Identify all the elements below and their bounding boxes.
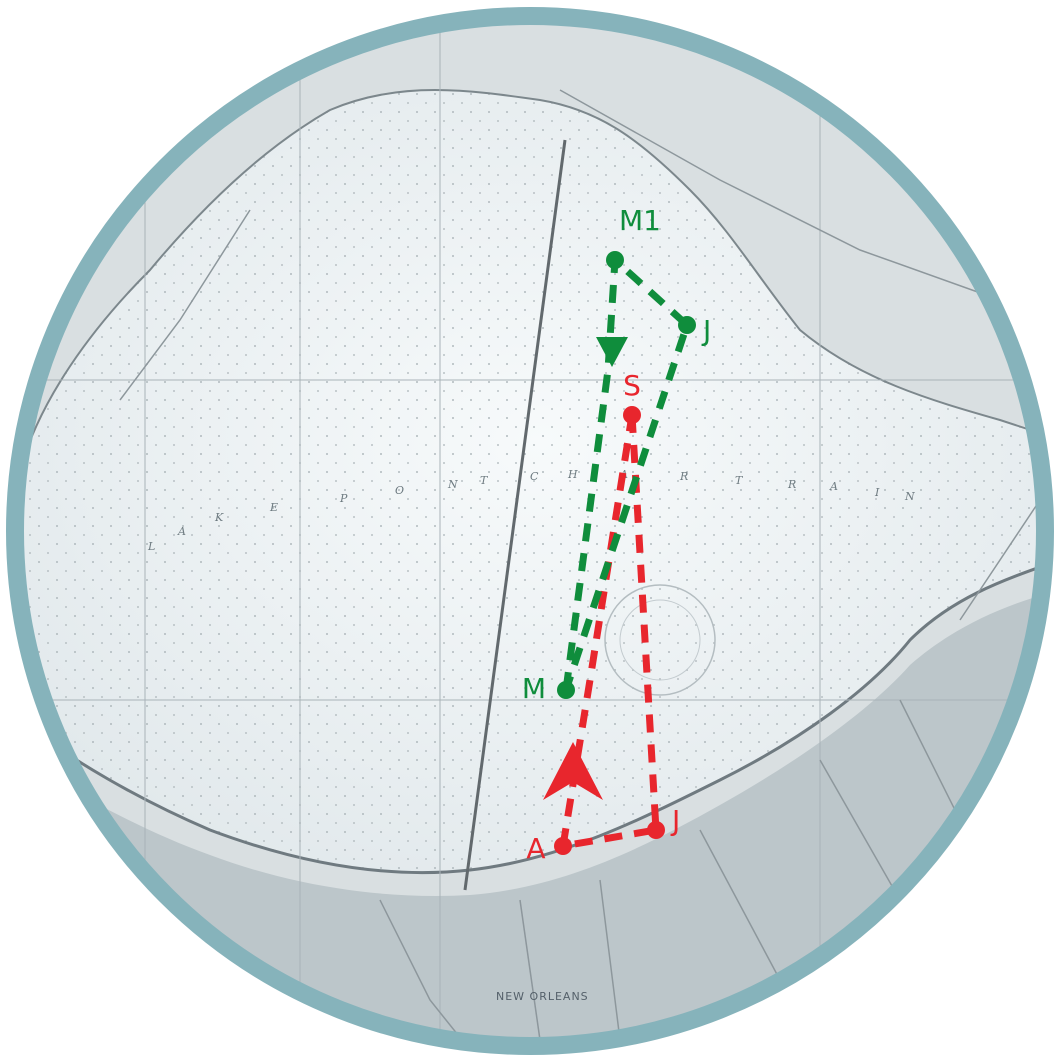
red-route: S J A [526,369,680,865]
lake-name-letter: I [874,486,880,499]
city-label: NEW ORLEANS [496,990,589,1003]
lake-name-letter: K [214,511,224,524]
red-mark-dot [647,821,665,839]
chart-grid-lines [20,30,1045,1046]
green-mark-label: J [701,314,711,347]
south-shore-band [15,590,1045,1046]
lake-name-letter: R [679,470,689,483]
lake-name-letter: O [395,484,405,497]
lake-name-letter: T [735,474,744,487]
red-mark-label: S [623,369,641,402]
sounding-pattern [20,90,1045,873]
map-frame-ring [6,7,1054,1055]
green-mark-dot [678,316,696,334]
lake-name-letter: N [447,478,459,491]
lake-name-letter: A [829,480,839,493]
red-direction-arrow [543,742,603,800]
lake-name-letter: E [269,501,279,514]
race-routes: S J A M1 J M [522,204,711,865]
causeway-line [463,139,567,891]
lake-name-letter: T [480,474,489,487]
lake-name-letter: C [530,470,539,483]
lake-name-letter: H [567,468,579,481]
lake-name-letter: L [147,540,156,553]
compass-rose [604,584,716,696]
green-direction-arrow [596,337,628,367]
green-mark-label: M1 [619,204,661,237]
green-mark-dot [606,251,624,269]
lake-name-letter: N [904,490,916,503]
red-mark-dot [623,406,641,424]
green-mark-label: M [522,672,546,705]
north-shoreline [19,89,1045,471]
red-mark-dot [554,837,572,855]
lake-name-letter: P [339,492,348,505]
red-mark-label: A [526,832,545,865]
lake-name-letter: R [787,478,797,491]
red-mark-label: J [670,804,680,837]
green-route: M1 J M [522,204,711,705]
green-mark-dot [557,681,575,699]
lake-name-letter: A [177,525,187,538]
